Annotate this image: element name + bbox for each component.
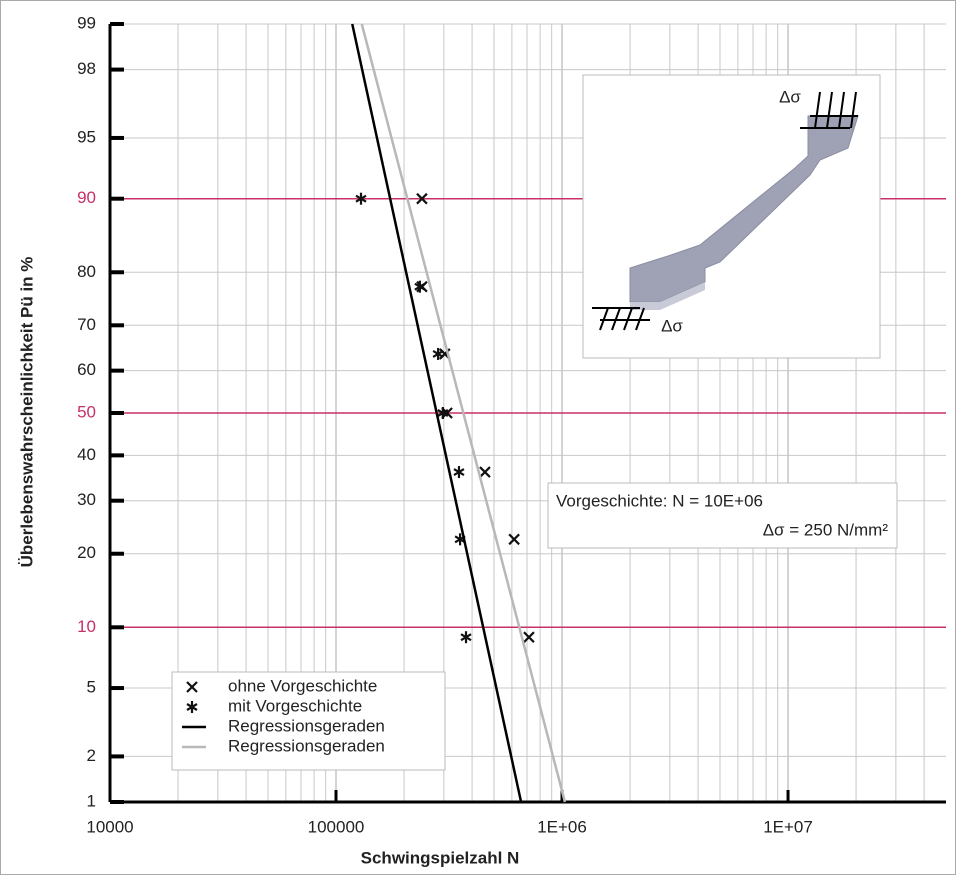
asterisk-marker	[437, 407, 449, 419]
regression-line	[360, 23, 567, 803]
asterisk-marker	[186, 701, 198, 713]
data	[351, 23, 567, 803]
legend-label: Regressionsgeraden	[228, 716, 385, 735]
marker-stroke	[355, 194, 367, 203]
x-marker	[479, 466, 491, 478]
annotation-text: Δσ = 250 N/mm²	[763, 520, 889, 539]
y-axis-title: Überlebenswahrscheinlichkeit Pü in %	[17, 257, 36, 568]
y-tick-label: 50	[77, 402, 96, 421]
y-tick-label: 5	[87, 678, 96, 697]
legend-box	[171, 671, 446, 771]
regression-line	[351, 23, 523, 803]
y-tick-label: 2	[87, 746, 96, 765]
legend-label: mit Vorgeschichte	[228, 696, 362, 715]
y-tick-label: 98	[77, 59, 96, 78]
x-tick-label: 1E+06	[537, 817, 587, 836]
marker-stroke	[437, 409, 449, 417]
y-tick-label: 10	[77, 617, 96, 636]
marker-stroke	[479, 466, 491, 478]
specimen-side	[630, 282, 705, 310]
annotation-box	[547, 482, 898, 549]
y-tick-label: 90	[77, 188, 96, 207]
y-tick-label: 60	[77, 360, 96, 379]
marker-stroke	[453, 468, 465, 476]
x-tick-label: 100000	[308, 817, 365, 836]
y-tick-label: 95	[77, 127, 96, 146]
legend-label: Regressionsgeraden	[228, 736, 385, 755]
legend-label: ohne Vorgeschichte	[228, 676, 377, 695]
asterisk-marker	[432, 347, 444, 360]
asterisk-marker	[453, 466, 465, 479]
load-label: Δσ	[661, 316, 683, 335]
asterisk-marker	[460, 631, 472, 644]
y-tick-label: 80	[77, 262, 96, 281]
marker-stroke	[523, 631, 535, 643]
marker-stroke	[186, 681, 198, 693]
asterisk-marker	[355, 192, 367, 205]
x-axis-title: Schwingspielzahl N	[361, 848, 520, 867]
y-tick-label: 20	[77, 543, 96, 562]
y-tick-label: 30	[77, 490, 96, 509]
y-tick-label: 70	[77, 315, 96, 334]
marker-stroke	[432, 350, 444, 358]
x-marker	[523, 631, 535, 643]
marker-stroke	[416, 192, 428, 205]
y-tick-label: 40	[77, 445, 96, 464]
marker-stroke	[460, 633, 472, 642]
load-label: Δσ	[779, 87, 801, 106]
marker-stroke	[508, 533, 520, 546]
inset: Δσ Δσ	[582, 74, 881, 359]
x-marker	[186, 681, 198, 693]
x-marker	[416, 192, 428, 205]
marker-stroke	[186, 703, 198, 711]
annotation-text: Vorgeschichte: N = 10E+06	[556, 491, 763, 510]
marker-stroke	[414, 282, 426, 291]
x-tick-label: 10000	[86, 817, 133, 836]
y-tick-label: 1	[87, 791, 96, 810]
x-tick-label: 1E+07	[763, 817, 813, 836]
y-tick-label: 99	[77, 13, 96, 32]
asterisk-marker	[414, 280, 426, 293]
annotation: Vorgeschichte: N = 10E+06 Δσ = 250 N/mm²	[547, 482, 898, 549]
load-arrows	[592, 91, 858, 331]
x-marker	[508, 533, 520, 546]
